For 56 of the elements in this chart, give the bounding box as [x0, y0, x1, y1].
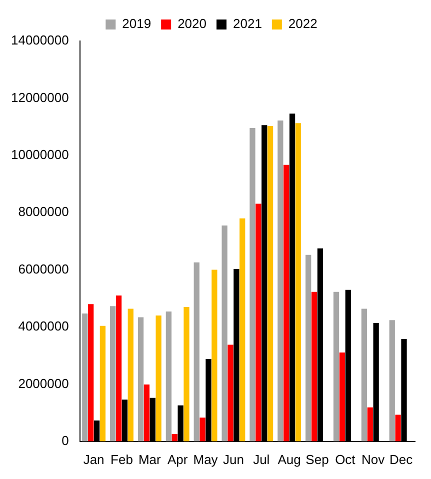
bar — [367, 407, 373, 442]
bar — [88, 304, 94, 442]
y-tick-label: 8000000 — [18, 204, 69, 220]
legend-label: 2021 — [233, 16, 262, 32]
x-tick-label: Jul — [253, 452, 270, 467]
bar — [100, 326, 106, 442]
x-tick-label: Sep — [306, 452, 329, 467]
bar — [128, 308, 134, 442]
x-tick-label: May — [193, 452, 218, 467]
bar — [333, 292, 340, 442]
bar — [306, 254, 312, 442]
bar — [256, 204, 262, 442]
x-tick-label: Nov — [362, 452, 386, 467]
bar — [395, 414, 401, 442]
x-tick-label: Mar — [138, 452, 162, 467]
legend-label: 2020 — [178, 16, 206, 32]
bar — [295, 123, 302, 442]
bar — [200, 418, 206, 442]
x-tick-label: Jun — [222, 452, 244, 467]
bar — [250, 128, 256, 442]
bar — [110, 306, 116, 442]
y-tick-label: 12000000 — [10, 90, 69, 105]
legend-label: 2019 — [122, 16, 152, 32]
bar — [172, 434, 178, 442]
legend-label: 2022 — [288, 16, 318, 32]
bar — [284, 164, 290, 442]
bar — [267, 126, 274, 442]
bar — [138, 317, 144, 442]
bar — [184, 306, 190, 442]
bar — [339, 352, 346, 442]
bar — [311, 292, 318, 442]
y-tick-label: 10000000 — [10, 146, 69, 162]
x-tick-label: Aug — [278, 452, 301, 467]
x-tick-label: Feb — [110, 452, 133, 467]
bar — [361, 308, 368, 442]
bar — [228, 344, 234, 442]
x-tick-label: Dec — [389, 452, 414, 467]
bar — [116, 296, 122, 442]
y-tick-label: 2000000 — [18, 376, 69, 391]
bar — [166, 312, 172, 442]
y-tick-label: 0 — [62, 432, 69, 448]
bar — [144, 384, 150, 442]
x-tick-label: Apr — [167, 452, 188, 467]
x-tick-label: Oct — [335, 452, 356, 467]
bar — [212, 270, 218, 442]
x-tick-label: Jan — [83, 452, 104, 467]
y-tick-label: 6000000 — [18, 261, 69, 276]
bar — [389, 320, 395, 442]
y-tick-label: 14000000 — [10, 32, 69, 48]
bar — [156, 316, 162, 442]
bar — [194, 262, 200, 442]
bar — [278, 120, 284, 442]
bar — [82, 314, 88, 442]
bar — [222, 225, 228, 442]
y-tick-label: 4000000 — [18, 318, 69, 334]
bar — [240, 218, 246, 442]
